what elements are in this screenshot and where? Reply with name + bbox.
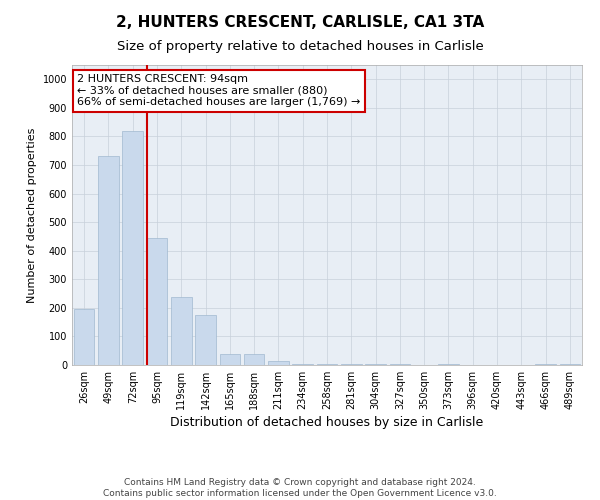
Bar xyxy=(244,354,265,365)
Bar xyxy=(220,354,240,365)
Bar xyxy=(389,364,410,365)
Bar xyxy=(122,130,143,365)
Bar xyxy=(438,364,459,365)
Text: 2 HUNTERS CRESCENT: 94sqm
← 33% of detached houses are smaller (880)
66% of semi: 2 HUNTERS CRESCENT: 94sqm ← 33% of detac… xyxy=(77,74,361,107)
Bar xyxy=(341,364,362,365)
Bar xyxy=(317,364,337,365)
Text: Contains HM Land Registry data © Crown copyright and database right 2024.
Contai: Contains HM Land Registry data © Crown c… xyxy=(103,478,497,498)
Bar xyxy=(292,364,313,365)
Bar xyxy=(74,310,94,365)
Y-axis label: Number of detached properties: Number of detached properties xyxy=(27,128,37,302)
Bar xyxy=(535,364,556,365)
X-axis label: Distribution of detached houses by size in Carlisle: Distribution of detached houses by size … xyxy=(170,416,484,429)
Bar xyxy=(560,364,580,365)
Bar xyxy=(146,238,167,365)
Text: Size of property relative to detached houses in Carlisle: Size of property relative to detached ho… xyxy=(116,40,484,53)
Bar xyxy=(195,315,216,365)
Bar xyxy=(268,360,289,365)
Text: 2, HUNTERS CRESCENT, CARLISLE, CA1 3TA: 2, HUNTERS CRESCENT, CARLISLE, CA1 3TA xyxy=(116,15,484,30)
Bar xyxy=(365,364,386,365)
Bar xyxy=(171,297,191,365)
Bar xyxy=(98,156,119,365)
